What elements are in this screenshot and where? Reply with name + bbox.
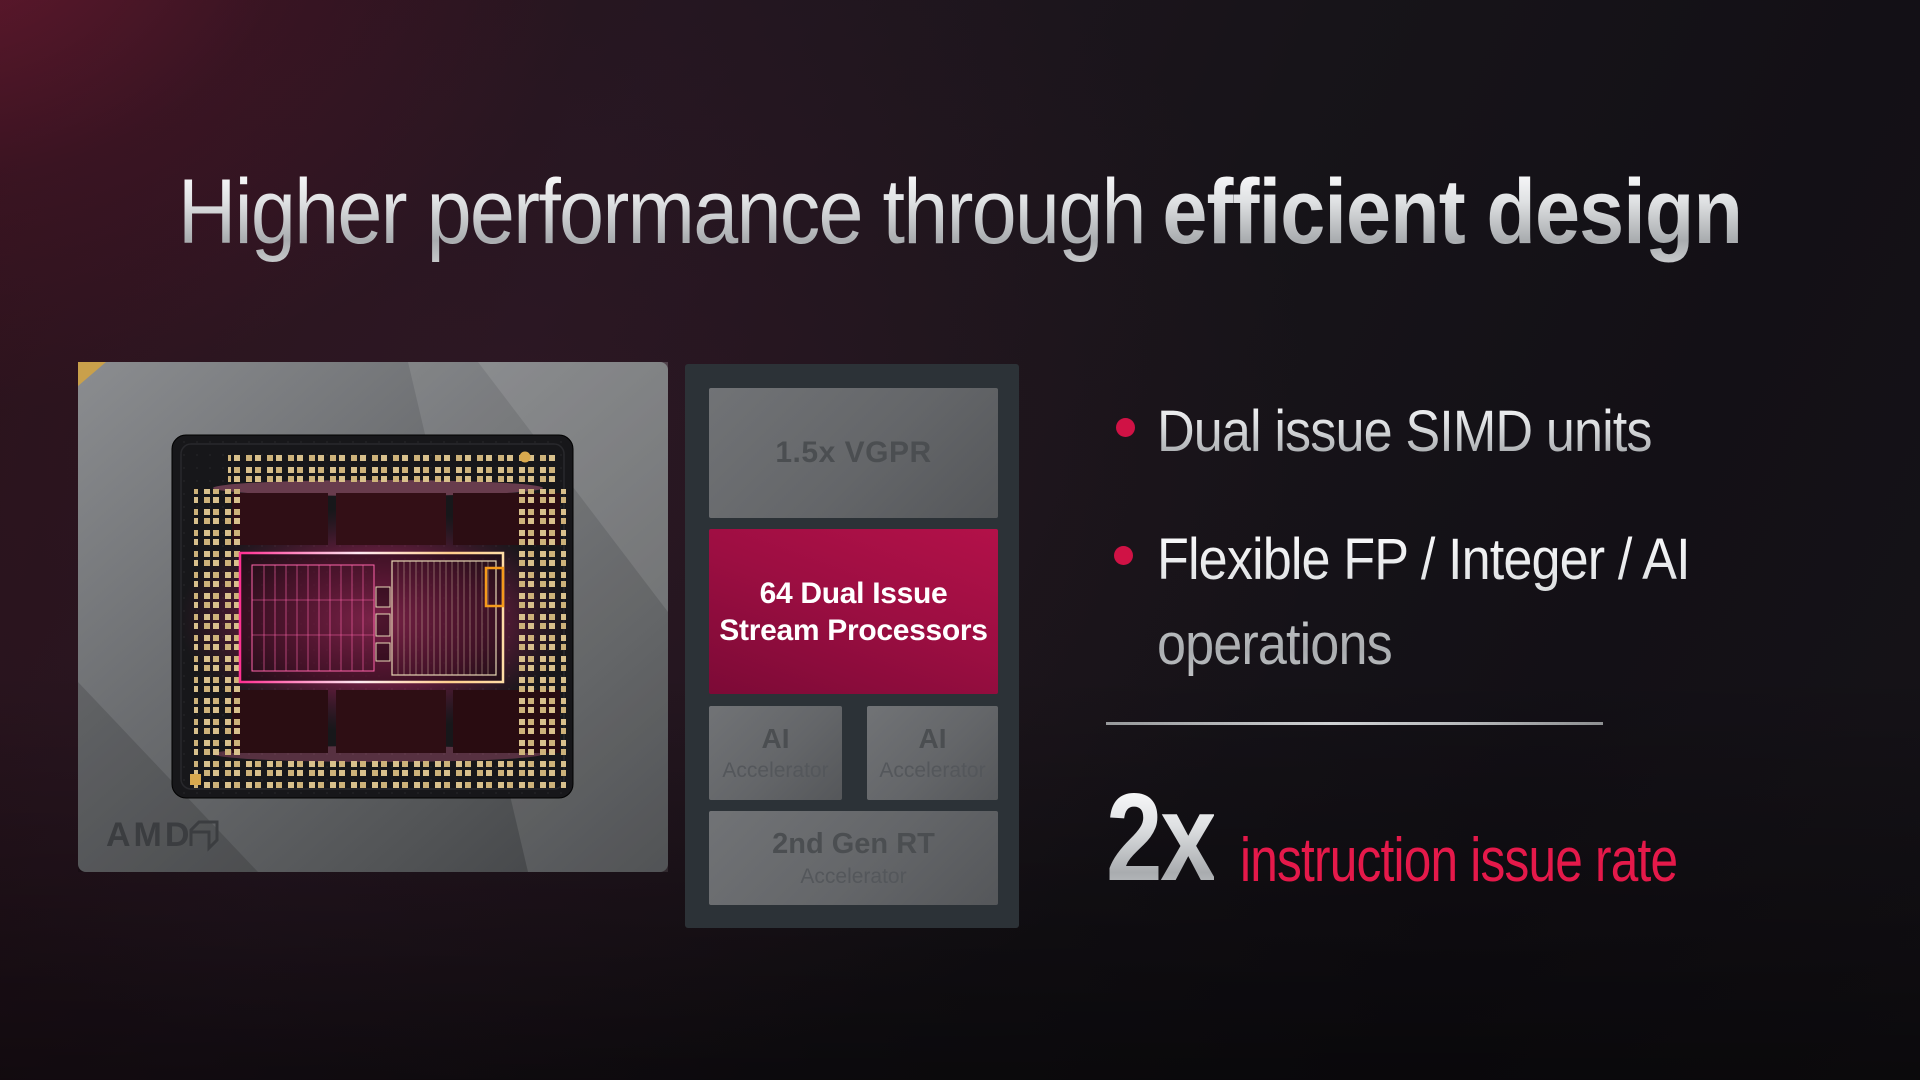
ai-accelerator-block-right: AI Accelerator (867, 706, 998, 800)
stat-multiplier: 2x (1106, 769, 1217, 907)
vgpr-block: 1.5x VGPR (709, 388, 998, 518)
rt-title: 2nd Gen RT (772, 827, 935, 860)
divider-line (1106, 722, 1603, 725)
stream-processors-block: 64 Dual Issue Stream Processors (709, 529, 998, 694)
ai-left-subtitle: Accelerator (722, 759, 829, 782)
ai-right-title: AI (918, 723, 947, 754)
rt-accelerator-block: 2nd Gen RT Accelerator (709, 811, 998, 905)
bullet-2-line-2: operations (1157, 612, 1392, 677)
stream-label-line1: 64 Dual Issue (759, 576, 948, 610)
ai-right-subtitle: Accelerator (879, 759, 986, 782)
vgpr-label: 1.5x VGPR (775, 436, 932, 469)
bullet-2-line-1: Flexible FP / Integer / AI (1157, 527, 1690, 592)
stream-label-line2: Stream Processors (719, 613, 988, 647)
title-normal-text: Higher performance through (177, 161, 1147, 263)
rt-subtitle: Accelerator (800, 864, 907, 888)
bullet-item-1: Dual issue SIMD units (1157, 389, 1652, 474)
gpu-die-photo: AMD (78, 362, 668, 872)
bullet-1-line-1: Dual issue SIMD units (1157, 399, 1652, 464)
gpu-die-illustration: AMD (78, 362, 668, 872)
bullet-dot (1114, 546, 1133, 565)
ai-left-title: AI (761, 723, 790, 754)
die-highlight-box (484, 566, 505, 608)
title-emphasis-text: efficient design (1162, 161, 1743, 263)
svg-text:AMD: AMD (106, 816, 192, 854)
bullet-dot (1116, 418, 1135, 437)
amd-logo: AMD (106, 816, 219, 854)
ai-accelerator-block-left: AI Accelerator (709, 706, 842, 800)
stat-label: instruction issue rate (1240, 826, 1678, 895)
block-diagram-panel: 1.5x VGPR 64 Dual Issue Stream Processor… (685, 364, 1019, 928)
bullet-item-2: Flexible FP / Integer / AI operations (1157, 517, 1690, 687)
page-title: Higher performance through efficient desi… (115, 166, 1805, 258)
